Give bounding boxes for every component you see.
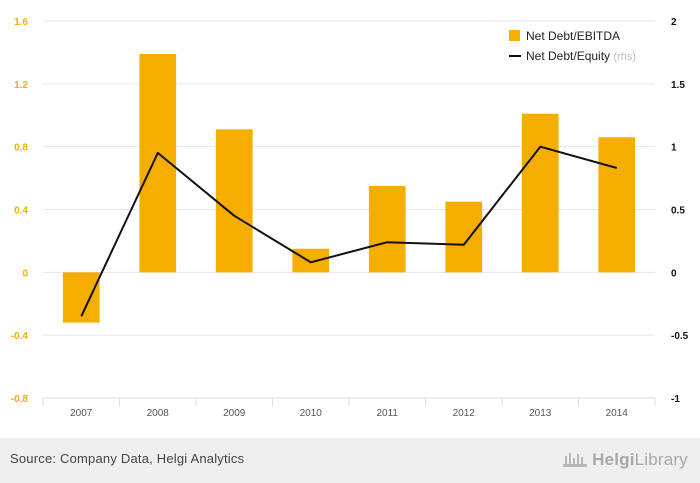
legend: Net Debt/EBITDA Net Debt/Equity (rhs)	[509, 29, 636, 63]
y-right-tick-label: 1	[671, 143, 677, 154]
x-tick-label: 2009	[223, 408, 246, 419]
x-tick-label: 2013	[529, 408, 552, 419]
x-tick-label: 2008	[147, 408, 170, 419]
y-axis-left: -0.8 -0.4 0 0.4 0.8 1.2 1.6	[11, 17, 29, 405]
source-note: Source: Company Data, Helgi Analytics	[10, 451, 245, 466]
bar	[368, 185, 406, 273]
helgi-library-logo[interactable]: HelgiLibrary	[562, 447, 688, 473]
legend-label: Net Debt/EBITDA	[526, 29, 620, 43]
x-tick-label: 2010	[300, 408, 323, 419]
y-right-tick-label: 0.5	[671, 206, 685, 217]
line-net-debt-equity	[80, 145, 618, 317]
footer: Source: Company Data, Helgi Analytics He…	[0, 438, 700, 483]
y-axis-right: -1 -0.5 0 0.5 1 1.5 2	[671, 17, 689, 405]
combo-chart: -0.8 -0.4 0 0.4 0.8 1.2 1.6 -1 -0.5 0 0.5 1 1.5 2 20…	[11, 17, 689, 419]
bars-net-debt-ebitda	[62, 53, 636, 323]
library-logo-icon	[563, 453, 588, 467]
x-tick-label: 2011	[376, 408, 398, 419]
y-right-tick-label: 1.5	[671, 80, 685, 91]
y-left-tick-label: 1.2	[14, 80, 28, 91]
y-left-tick-label: -0.4	[11, 331, 29, 342]
bar	[215, 129, 253, 273]
y-left-tick-label: 0.4	[14, 206, 28, 217]
legend-label-suffix: (rhs)	[613, 51, 636, 63]
y-right-tick-label: -0.5	[671, 331, 689, 342]
bar	[521, 113, 559, 273]
y-left-tick-label: -0.8	[11, 394, 29, 405]
bar	[292, 248, 330, 273]
x-axis: 2007 2008 2009 2010 2011 2012 2013 2014	[42, 397, 656, 419]
gridlines	[43, 20, 655, 399]
bar	[598, 137, 636, 273]
legend-label: Net Debt/Equity (rhs)	[526, 49, 636, 63]
y-left-tick-label: 1.6	[14, 17, 28, 28]
logo-text-bold: Helgi	[592, 450, 635, 469]
y-right-tick-label: 2	[671, 17, 677, 28]
series-line	[80, 145, 618, 317]
legend-swatch-bar	[509, 30, 520, 41]
y-left-tick-label: 0.8	[14, 143, 28, 154]
y-left-tick-label: 0	[22, 268, 28, 279]
x-tick-label: 2007	[70, 408, 93, 419]
y-right-tick-label: -1	[671, 394, 680, 405]
x-tick-label: 2012	[453, 408, 476, 419]
bar	[445, 201, 483, 273]
logo-text-light: Library	[634, 450, 688, 469]
legend-label-main: Net Debt/Equity	[526, 49, 613, 63]
y-right-tick-label: 0	[671, 268, 677, 279]
x-tick-label: 2014	[606, 408, 629, 419]
